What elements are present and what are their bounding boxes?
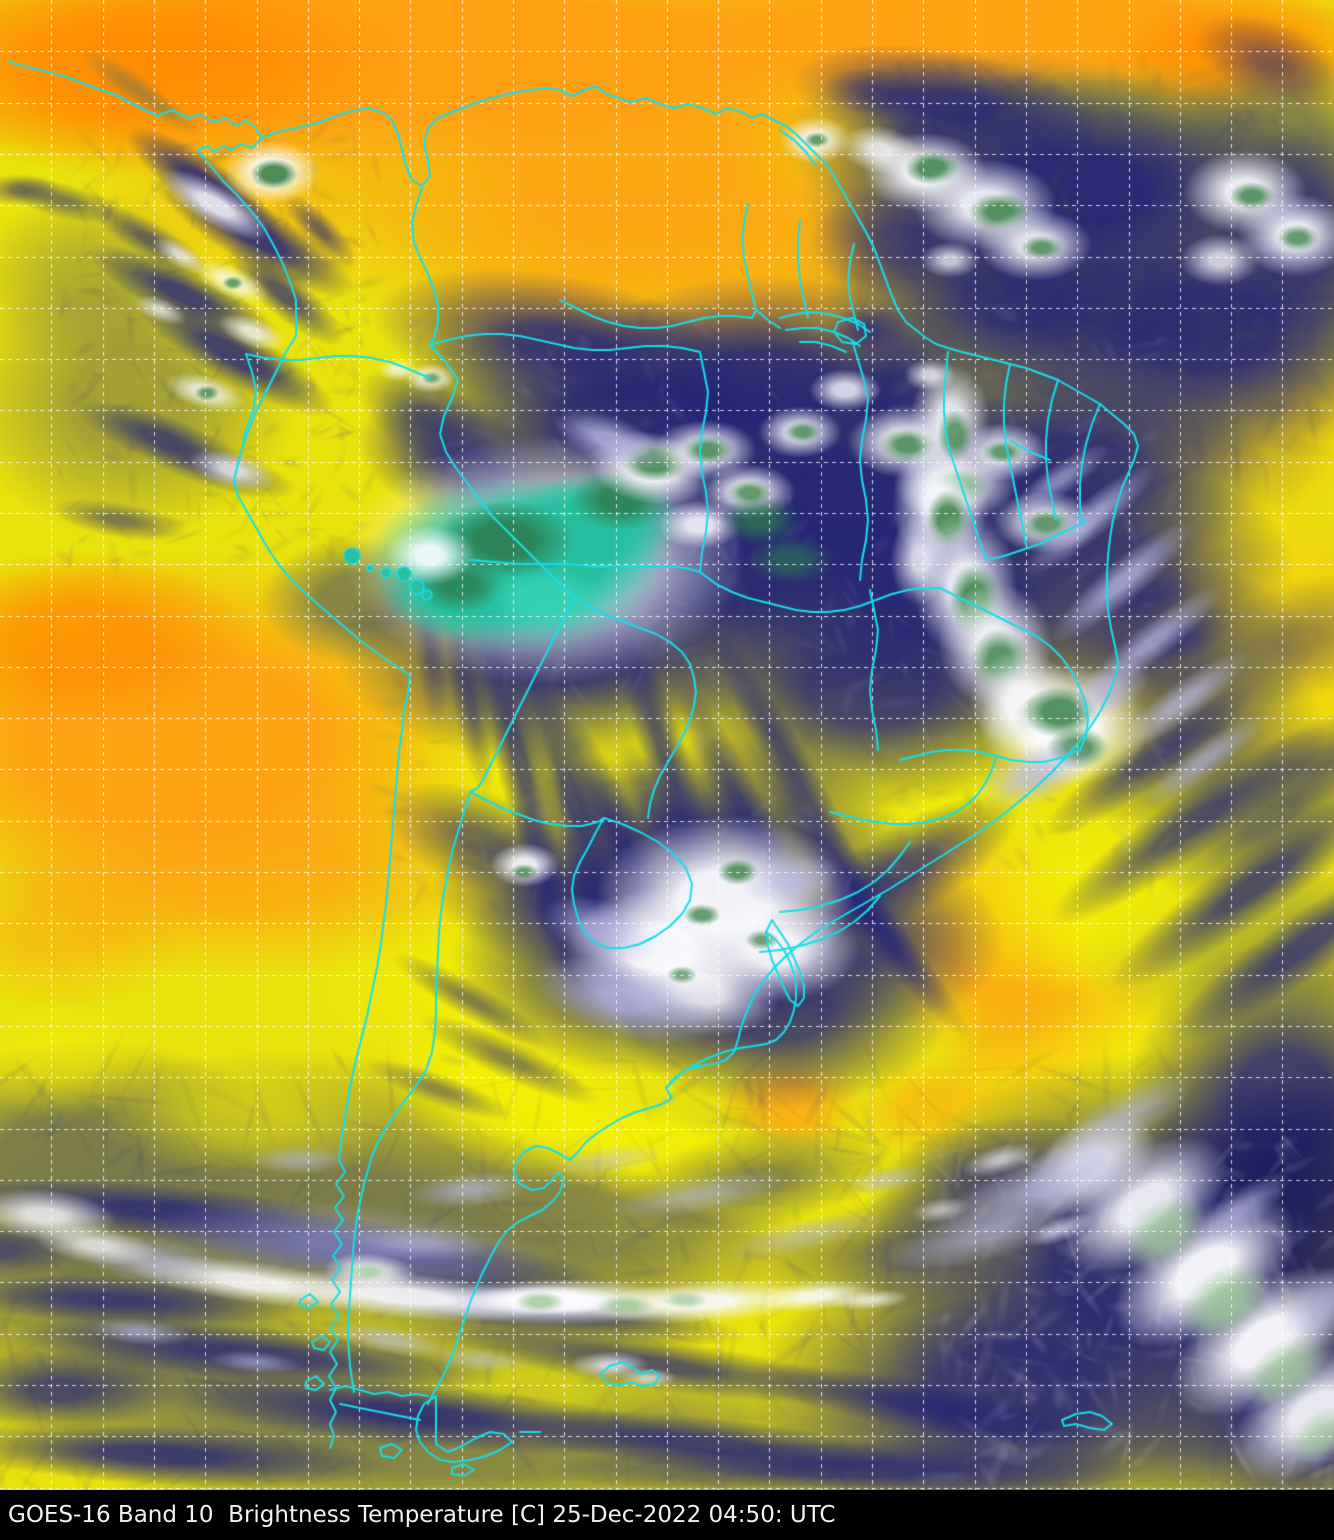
satellite-map-canvas [0, 0, 1334, 1490]
caption-bar: GOES-16 Band 10 Brightness Temperature [… [0, 1490, 1334, 1540]
caption-text: GOES-16 Band 10 Brightness Temperature [… [8, 1502, 836, 1528]
